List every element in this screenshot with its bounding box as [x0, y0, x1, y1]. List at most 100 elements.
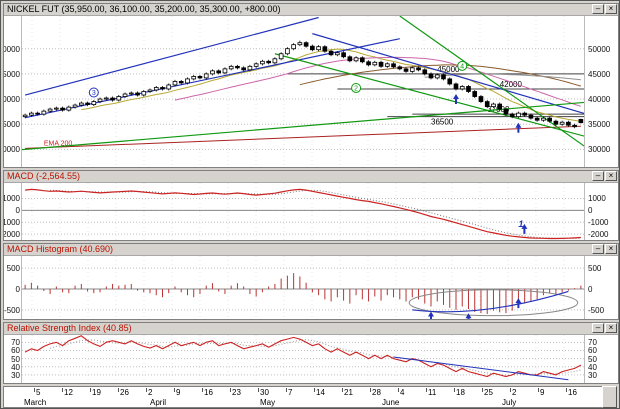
y-axis-label-right: 50 — [588, 354, 597, 364]
x-axis-month-label: March — [24, 398, 47, 407]
y-axis-label-right: 0 — [588, 284, 593, 294]
x-axis-tick — [342, 388, 343, 392]
y-axis-label-left: 40000 — [4, 95, 20, 105]
rsi-y-axis-right: 70 60 50 40 30 — [584, 335, 618, 383]
rsi-plot-area[interactable] — [22, 335, 584, 383]
macd-plot-area[interactable]: 1 — [22, 183, 584, 240]
svg-text:3: 3 — [92, 90, 96, 97]
restore-button[interactable]: – — [592, 244, 604, 254]
y-axis-label-left: 1000 — [4, 194, 20, 204]
x-axis-tick-label: 2 — [148, 388, 153, 397]
macd-panel: MACD (-2,564.55) – × 1000 0 -1000 -2000 1 1… — [3, 170, 619, 241]
x-axis-tick-label: 7 — [288, 388, 293, 397]
rsi-panel-titlebar: Relative Strength Index (40.85) – × — [4, 323, 618, 335]
x-axis-tick-label: 9 — [176, 388, 181, 397]
close-button[interactable]: × — [605, 4, 617, 14]
svg-text:1: 1 — [518, 219, 523, 229]
macd-panel-buttons: – × — [592, 171, 617, 181]
x-axis-tick-label: 28 — [372, 388, 381, 397]
x-axis-month-label: May — [260, 398, 276, 407]
y-axis-label-right: 500 — [588, 264, 602, 274]
x-axis-date-strip: 5 12 19 26 2 9 16 23 30 7 14 21 28 4 11 18 25 2 9 16 March Ap… — [3, 386, 604, 408]
x-axis-tick-label: 25 — [484, 388, 493, 397]
macd-y-axis-left: 1000 0 -1000 -2000 — [4, 183, 22, 240]
x-axis-tick — [286, 388, 287, 392]
macd-panel-title: MACD (-2,564.55) — [7, 171, 81, 181]
x-axis-tick — [118, 388, 119, 392]
x-axis-tick — [314, 388, 315, 392]
y-axis-label-left: 40 — [11, 362, 20, 372]
x-axis-tick-label: 23 — [232, 388, 241, 397]
x-axis-tick — [62, 388, 63, 392]
macd-histogram-titlebar: MACD Histogram (40.690) – × — [4, 244, 618, 256]
close-button[interactable]: × — [605, 244, 617, 254]
x-axis-tick — [398, 388, 399, 392]
rsi-panel: Relative Strength Index (40.85) – × 70 60… — [3, 322, 619, 384]
y-axis-label-left: 0 — [15, 206, 20, 216]
x-axis-tick — [510, 388, 511, 392]
y-axis-label-left: 35000 — [4, 120, 20, 130]
y-axis-label-left: -1000 — [4, 218, 20, 228]
y-axis-label-left: 30000 — [4, 145, 20, 155]
x-axis-tick-label: 19 — [92, 388, 101, 397]
x-axis-tick-label: 2 — [512, 388, 517, 397]
y-axis-label-right: -1000 — [588, 218, 609, 228]
close-button[interactable]: × — [605, 323, 617, 333]
histogram-y-axis-left: 500 0 -500 — [4, 256, 22, 319]
hist-chart-canvas — [22, 256, 584, 319]
histogram-plot-area[interactable] — [22, 256, 584, 319]
histogram-y-axis-right: 500 0 -500 — [584, 256, 618, 319]
x-axis-tick-label: 26 — [120, 388, 129, 397]
x-axis-month-label: June — [382, 398, 400, 407]
restore-button[interactable]: – — [592, 323, 604, 333]
svg-text:2: 2 — [354, 85, 358, 92]
y-axis-label-left: -500 — [4, 305, 20, 315]
svg-text:4: 4 — [460, 63, 464, 70]
macd-y-axis-right: 1000 0 -1000 -2000 — [584, 183, 618, 240]
y-axis-label-left: -2000 — [4, 230, 20, 240]
y-axis-label-left: 50 — [11, 354, 20, 364]
x-axis-tick-label: 5 — [36, 388, 41, 397]
y-axis-label-right: 35000 — [588, 120, 611, 130]
svg-text:36500: 36500 — [431, 118, 454, 127]
y-axis-label-right: 60 — [588, 346, 597, 356]
close-button[interactable]: × — [605, 171, 617, 181]
macd-chart-canvas: 1 — [22, 183, 584, 240]
y-axis-label-left: 0 — [15, 284, 20, 294]
restore-button[interactable]: – — [592, 171, 604, 181]
macd-panel-titlebar: MACD (-2,564.55) – × — [4, 171, 618, 183]
restore-button[interactable]: – — [592, 4, 604, 14]
y-axis-label-right: 70 — [588, 338, 597, 348]
macd-plotwrap: 1000 0 -1000 -2000 1 1000 0 -1000 -2000 — [4, 183, 618, 240]
x-axis-tick — [482, 388, 483, 392]
macd-histogram-title: MACD Histogram (40.690) — [7, 244, 114, 254]
x-axis-tick — [230, 388, 231, 392]
x-axis-tick — [34, 388, 35, 392]
y-axis-label-right: 40000 — [588, 95, 611, 105]
x-axis-tick-label: 9 — [540, 388, 545, 397]
rsi-chart-canvas — [22, 335, 584, 383]
y-axis-label-right: 30000 — [588, 145, 611, 155]
y-axis-label-right: 30 — [588, 370, 597, 380]
x-axis-tick-label: 21 — [344, 388, 353, 397]
x-axis-tick — [90, 388, 91, 392]
x-axis-tick-label: 18 — [456, 388, 465, 397]
x-axis-tick — [566, 388, 567, 392]
y-axis-label-right: 45000 — [588, 69, 611, 79]
y-axis-label-right: 1000 — [588, 194, 606, 204]
resize-corner[interactable] — [602, 386, 617, 408]
y-axis-label-right: 0 — [588, 206, 593, 216]
price-y-axis-right: 50000 45000 40000 35000 30000 — [584, 16, 618, 167]
macd-histogram-panel: MACD Histogram (40.690) – × 500 0 -500 500… — [3, 243, 619, 320]
y-axis-label-left: 50000 — [4, 44, 20, 54]
macd-histogram-plotwrap: 500 0 -500 500 0 -500 — [4, 256, 618, 319]
x-axis-tick-label: 16 — [204, 388, 213, 397]
x-axis-tick — [426, 388, 427, 392]
x-axis-tick — [258, 388, 259, 392]
rsi-plotwrap: 70 60 50 40 30 70 60 50 40 30 — [4, 335, 618, 383]
x-axis-tick-label: 4 — [400, 388, 405, 397]
x-axis-tick — [202, 388, 203, 392]
rsi-panel-buttons: – × — [592, 323, 617, 333]
